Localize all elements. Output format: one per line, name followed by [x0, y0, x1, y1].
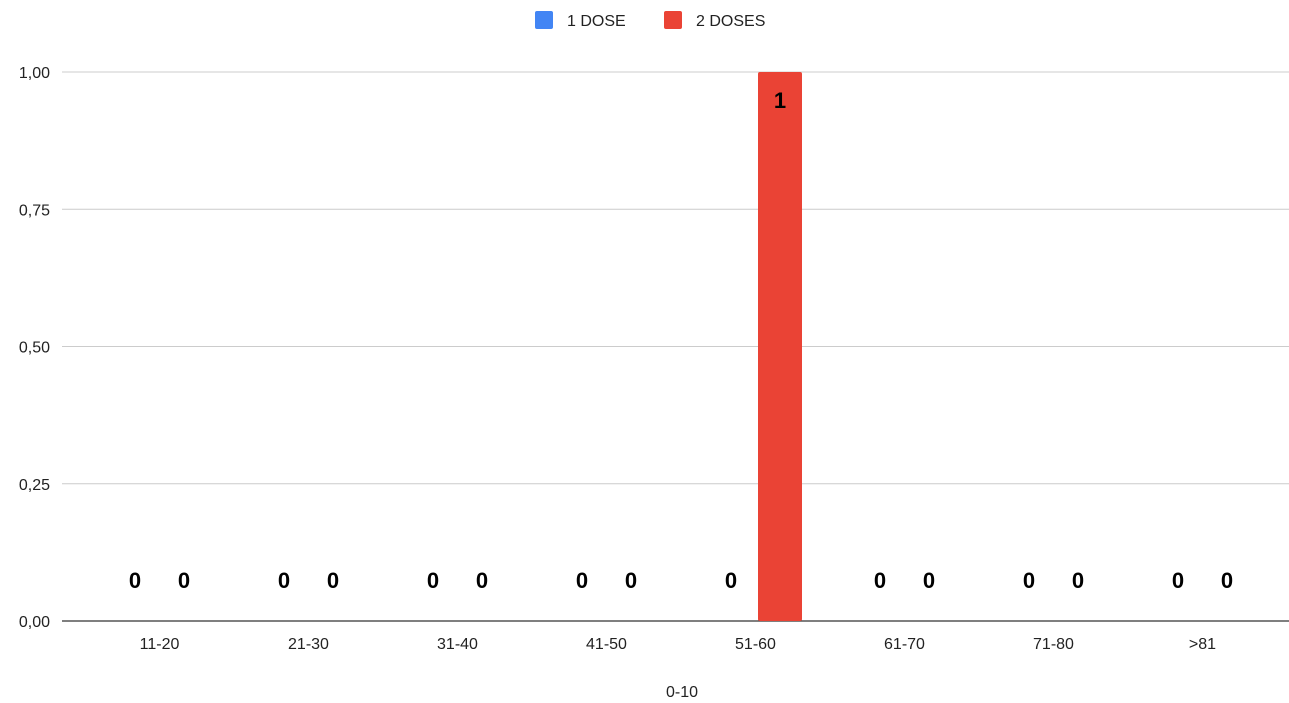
x-tick-label: 61-70 — [884, 636, 925, 653]
data-label: 0 — [923, 568, 935, 593]
y-tick-label: 1,00 — [19, 65, 50, 82]
bars — [758, 72, 802, 621]
legend-swatch-1-dose — [535, 11, 553, 29]
x-axis-ticks: 11-20 21-30 31-40 41-50 51-60 61-70 71-80 >81 — [140, 636, 1217, 653]
data-label: 0 — [476, 568, 488, 593]
data-label: 0 — [427, 568, 439, 593]
x-tick-label: 71-80 — [1033, 636, 1074, 653]
legend: 1 DOSE 2 DOSES — [535, 11, 765, 30]
legend-swatch-2-doses — [664, 11, 682, 29]
data-label: 0 — [129, 568, 141, 593]
data-label: 0 — [1072, 568, 1084, 593]
x-tick-label: 51-60 — [735, 636, 776, 653]
x-tick-label: >81 — [1189, 636, 1216, 653]
data-label: 1 — [774, 88, 786, 113]
y-tick-label: 0,00 — [19, 614, 50, 631]
data-label: 0 — [178, 568, 190, 593]
y-tick-label: 0,50 — [19, 340, 50, 357]
data-label: 0 — [1221, 568, 1233, 593]
data-label: 0 — [1023, 568, 1035, 593]
bar — [758, 72, 802, 621]
legend-label-1-dose: 1 DOSE — [567, 13, 626, 30]
x-tick-label: 41-50 — [586, 636, 627, 653]
data-label: 0 — [725, 568, 737, 593]
y-tick-label: 0,25 — [19, 477, 50, 494]
gridlines — [62, 71, 1289, 622]
y-tick-label: 0,75 — [19, 202, 50, 219]
x-tick-label: 11-20 — [140, 636, 180, 653]
x-tick-label: 21-30 — [288, 636, 329, 653]
x-axis-label: 0-10 — [666, 684, 698, 701]
data-label: 0 — [625, 568, 637, 593]
data-label: 0 — [327, 568, 339, 593]
data-label: 0 — [874, 568, 886, 593]
y-axis-ticks: 0,00 0,25 0,50 0,75 1,00 — [19, 65, 50, 631]
data-label: 0 — [1172, 568, 1184, 593]
data-label: 0 — [278, 568, 290, 593]
legend-label-2-doses: 2 DOSES — [696, 13, 765, 30]
data-label: 0 — [576, 568, 588, 593]
x-tick-label: 31-40 — [437, 636, 478, 653]
data-labels: 0 0 0 0 0 0 0 0 0 1 0 0 0 0 0 0 — [129, 88, 1233, 593]
